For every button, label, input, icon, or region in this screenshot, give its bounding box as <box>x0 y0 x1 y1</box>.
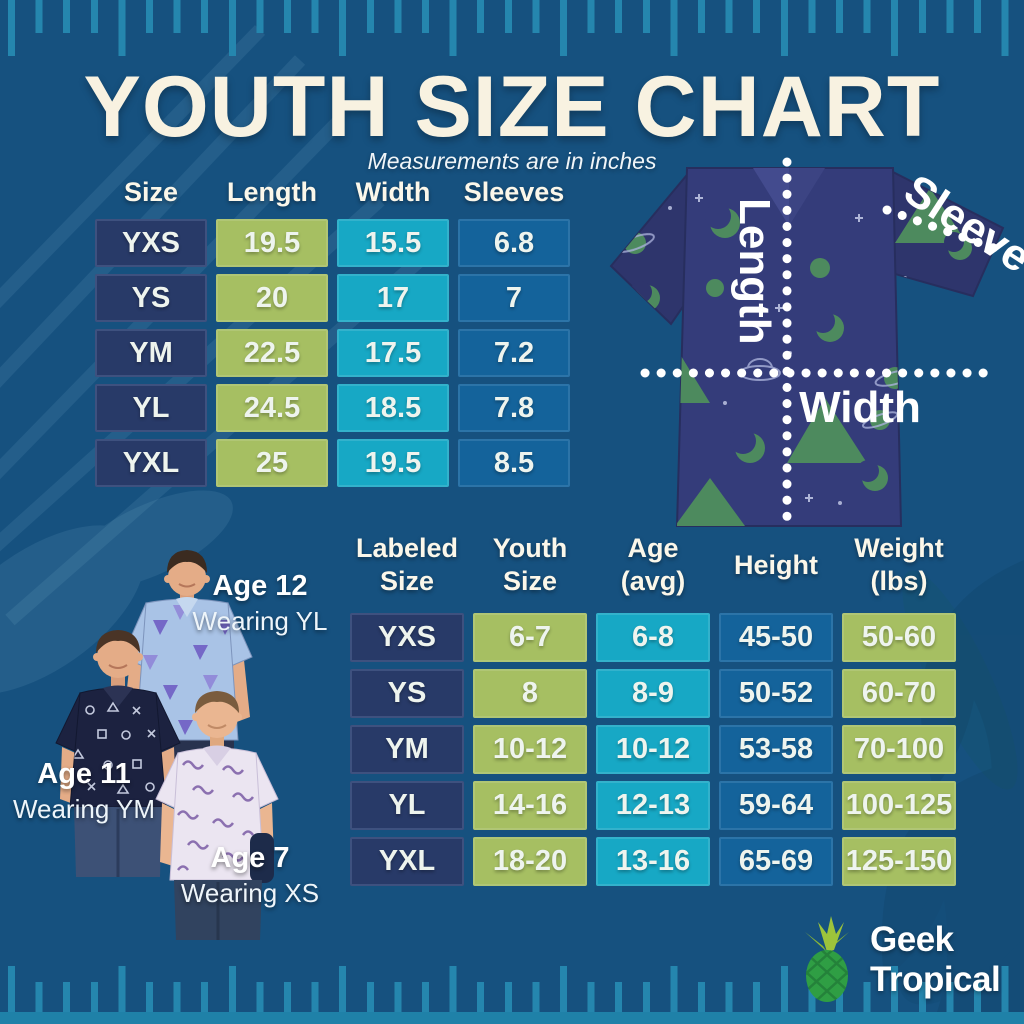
table-cell: 17.5 <box>337 329 449 377</box>
table-cell: 10-12 <box>473 725 587 774</box>
table-cell: 18-20 <box>473 837 587 886</box>
table-cell: 19.5 <box>337 439 449 487</box>
shirt-measurement-diagram: Length Width Sleeve <box>609 157 1024 527</box>
table-cell: 7.8 <box>458 384 570 432</box>
ruler-top-decoration <box>0 0 1024 56</box>
table-cell: YXL <box>350 837 464 886</box>
table-cell: 8-9 <box>596 669 710 718</box>
pineapple-icon <box>805 916 849 1002</box>
table-cell: 65-69 <box>719 837 833 886</box>
model-age: Age 7 <box>210 842 290 874</box>
table-cell: 15.5 <box>337 219 449 267</box>
table-cell: YS <box>350 669 464 718</box>
table-cell: 6.8 <box>458 219 570 267</box>
table-cell: 20 <box>216 274 328 322</box>
table-cell: YXS <box>95 219 207 267</box>
page-subtitle: Measurements are in inches <box>367 148 657 174</box>
shirt-collar-right <box>789 168 825 226</box>
table-cell: YL <box>350 781 464 830</box>
boy-age-7 <box>155 691 279 940</box>
table-cell: 18.5 <box>337 384 449 432</box>
table-cell: YL <box>95 384 207 432</box>
table-cell: 12-13 <box>596 781 710 830</box>
column-header-youth-size: Youth Size <box>492 533 568 596</box>
brand-name-line2: Tropical <box>870 960 1001 999</box>
ruler-bottom-decoration <box>0 952 1024 1024</box>
table-cell: 100-125 <box>842 781 956 830</box>
model-wearing: Wearing YL <box>192 606 328 636</box>
table-cell: 7.2 <box>458 329 570 377</box>
model-label-age-11: Age 11 Wearing YM <box>4 758 164 825</box>
model-wearing: Wearing YM <box>12 794 156 824</box>
table-cell: YXL <box>95 439 207 487</box>
table-cell: 70-100 <box>842 725 956 774</box>
model-label-age-7: Age 7 Wearing XS <box>170 842 330 909</box>
length-label: Length <box>730 198 779 345</box>
table-cell: YM <box>95 329 207 377</box>
column-header-height: Height <box>734 549 818 580</box>
width-label: Width <box>799 383 921 432</box>
column-header-size: Size <box>123 176 179 207</box>
table-cell: 50-52 <box>719 669 833 718</box>
table-cell: YXS <box>350 613 464 662</box>
table-cell: 10-12 <box>596 725 710 774</box>
column-header-weight: Weight (lbs) <box>854 533 944 596</box>
page-title: YOUTH SIZE CHART <box>83 59 941 155</box>
table-cell: 8.5 <box>458 439 570 487</box>
model-wearing: Wearing XS <box>180 878 320 908</box>
table-cell: 53-58 <box>719 725 833 774</box>
brand-name: Geek Tropical <box>870 920 1001 1000</box>
model-age: Age 11 <box>37 758 131 790</box>
table-cell: 25 <box>216 439 328 487</box>
table-cell: 6-8 <box>596 613 710 662</box>
table-cell: YS <box>95 274 207 322</box>
kid-models-photo <box>55 550 279 940</box>
table-cell: 125-150 <box>842 837 956 886</box>
table-cell: 14-16 <box>473 781 587 830</box>
model-age: Age 12 <box>212 570 308 602</box>
column-header-age: Age (avg) <box>620 533 686 596</box>
age-fit-table: Labeled Size Youth Size Age (avg) Height… <box>350 524 956 886</box>
table-cell: 45-50 <box>719 613 833 662</box>
table-cell: 59-64 <box>719 781 833 830</box>
table-cell: 19.5 <box>216 219 328 267</box>
brand-logo: Geek Tropical <box>792 912 1018 1008</box>
table-cell: 60-70 <box>842 669 956 718</box>
model-label-age-12: Age 12 Wearing YL <box>180 570 340 637</box>
size-measurements-table: Size Length Width Sleeves YXS 19.5 15.5 … <box>95 172 570 487</box>
table-cell: 22.5 <box>216 329 328 377</box>
column-header-sleeves: Sleeves <box>463 176 565 207</box>
table-cell: 8 <box>473 669 587 718</box>
table-cell: 50-60 <box>842 613 956 662</box>
column-header-length: Length <box>227 176 317 207</box>
table-cell: 7 <box>458 274 570 322</box>
table-cell: YM <box>350 725 464 774</box>
column-header-labeled-size: Labeled Size <box>355 533 459 596</box>
table-cell: 6-7 <box>473 613 587 662</box>
table-cell: 24.5 <box>216 384 328 432</box>
table-cell: 13-16 <box>596 837 710 886</box>
table-cell: 17 <box>337 274 449 322</box>
brand-name-line1: Geek <box>870 920 954 959</box>
sleeve-dotted-line <box>882 205 1010 257</box>
column-header-width: Width <box>355 176 431 207</box>
shirt-collar-left <box>753 168 789 226</box>
